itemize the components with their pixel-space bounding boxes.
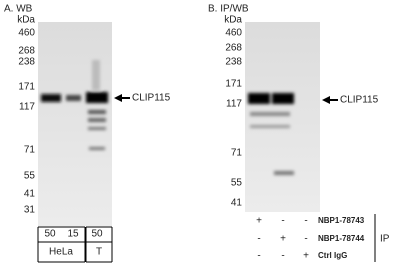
marker-label: 171 xyxy=(225,79,242,90)
ip-label: IP xyxy=(380,234,390,245)
target-label: CLIP115 xyxy=(132,93,171,104)
blot-b xyxy=(245,22,320,212)
marker-label: 71 xyxy=(231,148,243,159)
marker-label: 41 xyxy=(231,198,243,209)
panel-title: A. WB xyxy=(4,4,33,15)
marker-label: 117 xyxy=(226,99,242,110)
bands-a xyxy=(41,60,108,150)
marker-label: 238 xyxy=(18,57,35,68)
sign: - xyxy=(304,234,307,245)
row-label: Ctrl IgG xyxy=(318,251,347,260)
lane-amount: 50 xyxy=(91,229,103,240)
marker-label: 238 xyxy=(225,57,242,68)
marker-label: 171 xyxy=(18,82,35,93)
marker-label: 55 xyxy=(24,171,36,182)
group-label: HeLa xyxy=(49,247,73,258)
sign: - xyxy=(281,251,284,262)
marker-label: 460 xyxy=(225,28,242,39)
marker-label: 268 xyxy=(225,43,242,54)
sign: + xyxy=(280,234,286,245)
arrow xyxy=(114,94,130,102)
panel-title: B. IP/WB xyxy=(208,4,249,15)
arrow xyxy=(322,96,338,104)
sign: - xyxy=(257,234,260,245)
unit-label: kDa xyxy=(17,15,35,26)
lane-amount: 50 xyxy=(44,229,56,240)
sign: + xyxy=(256,216,262,227)
marker-label: 71 xyxy=(24,145,36,156)
marker-label: 117 xyxy=(19,102,35,113)
marker-label: 31 xyxy=(24,205,36,216)
lane-amount: 15 xyxy=(67,229,79,240)
marker-label: 41 xyxy=(24,189,36,200)
sign: - xyxy=(281,216,284,227)
row-label: NBP1-78744 xyxy=(318,234,365,243)
sign: - xyxy=(257,251,260,262)
group-label: T xyxy=(96,247,102,258)
row-label: NBP1-78743 xyxy=(318,216,365,225)
sign: + xyxy=(303,251,309,262)
marker-label: 460 xyxy=(18,28,35,39)
marker-label: 55 xyxy=(231,178,243,189)
blot-a xyxy=(38,22,112,226)
unit-label: kDa xyxy=(224,15,242,26)
marker-label: 268 xyxy=(18,46,35,57)
target-label: CLIP115 xyxy=(340,95,379,106)
sign: - xyxy=(304,216,307,227)
bands-b xyxy=(248,93,294,175)
